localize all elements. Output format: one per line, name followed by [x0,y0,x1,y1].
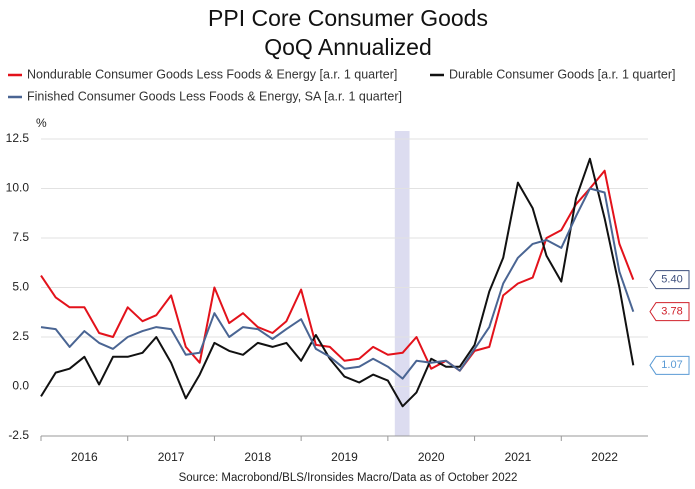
y-tick-label: 12.5 [6,131,30,145]
x-tick-label: 2020 [418,450,445,464]
series-line [40,157,635,408]
series-line [40,187,635,380]
legend-label: Durable Consumer Goods [a.r. 1 quarter] [449,67,676,81]
y-tick-label: 0.0 [12,379,29,393]
y-tick-label: 5.0 [12,280,29,294]
chart-title: PPI Core Consumer Goods [208,5,488,31]
end-label: 5.40 [661,273,682,285]
x-tick-label: 2019 [331,450,358,464]
x-tick-label: 2018 [244,450,271,464]
end-label-box [649,302,690,322]
y-tick-label: 7.5 [12,230,29,244]
legend-label: Nondurable Consumer Goods Less Foods & E… [27,67,397,81]
y-tick-label: 2.5 [12,329,29,343]
end-label: 1.07 [661,359,682,371]
x-tick-label: 2021 [505,450,532,464]
y-unit: % [36,116,47,130]
y-tick-label: -2.5 [8,428,29,442]
legend-label: Finished Consumer Goods Less Foods & Ene… [27,89,402,103]
x-tick-label: 2022 [591,450,618,464]
end-label-box [649,355,690,375]
end-label: 3.78 [661,306,682,318]
y-tick-label: 10.0 [6,181,30,195]
recession-shade [394,131,410,436]
source: Source: Macrobond/BLS/Ironsides Macro/Da… [179,472,518,484]
end-label-box [649,270,690,290]
series-line [40,169,635,372]
chart-subtitle: QoQ Annualized [264,34,432,60]
x-tick-label: 2017 [158,450,185,464]
x-tick-label: 2016 [71,450,98,464]
